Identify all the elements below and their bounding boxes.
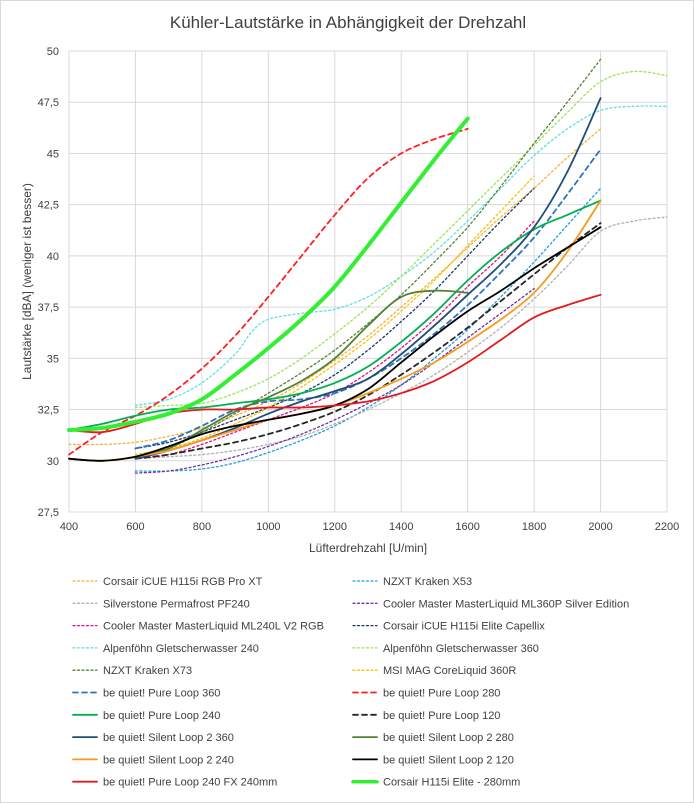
legend-label: be quiet! Silent Loop 2 120 (383, 754, 514, 766)
legend-label: be quiet! Silent Loop 2 240 (103, 754, 234, 766)
series-line-15 (134, 97, 602, 460)
legend-label: Silverstone Permafrost PF240 (103, 598, 250, 610)
legend-label: be quiet! Pure Loop 360 (103, 688, 220, 700)
y-tick-label: 37,5 (38, 302, 59, 314)
legend-label: be quiet! Pure Loop 280 (383, 688, 500, 700)
legend-label: be quiet! Silent Loop 2 360 (103, 732, 234, 744)
y-tick-label: 47,5 (38, 97, 59, 109)
x-tick-label: 1800 (522, 521, 546, 533)
series-line-13 (68, 199, 602, 431)
x-axis-label: Lüfterdrehzahl [U/min] (309, 541, 427, 555)
series-line-7 (134, 105, 668, 407)
legend-label: be quiet! Pure Loop 240 (103, 710, 220, 722)
x-tick-label: 600 (126, 521, 144, 533)
series-line-10 (134, 175, 535, 456)
series-line-1 (68, 128, 602, 446)
x-tick-label: 400 (60, 521, 78, 533)
y-tick-label: 30 (47, 456, 59, 468)
y-tick-label: 27,5 (38, 507, 59, 519)
legend-label: MSI MAG CoreLiquid 360R (383, 665, 516, 677)
series-line-8 (134, 70, 668, 409)
series-line-2 (134, 187, 602, 472)
series-line-9 (134, 58, 602, 458)
legend-label: be quiet! Silent Loop 2 280 (383, 732, 514, 744)
legend-label: NZXT Kraken X53 (383, 576, 472, 588)
legend-label: Corsair iCUE H115i RGB Pro XT (103, 576, 263, 588)
legend-label: Cooler Master MasterLiquid ML240L V2 RGB (103, 621, 324, 633)
legend-label: Alpenföhn Gletscherwasser 360 (383, 643, 539, 655)
y-tick-label: 45 (47, 148, 59, 160)
series-line-4 (134, 288, 535, 474)
legend-label: be quiet! Pure Loop 120 (383, 710, 500, 722)
series-line-5 (134, 220, 535, 460)
y-tick-label: 42,5 (38, 200, 59, 212)
legend-label: be quiet! Pure Loop 240 FX 240mm (103, 777, 277, 789)
legend-label: NZXT Kraken X73 (103, 665, 192, 677)
x-tick-label: 800 (193, 521, 211, 533)
chart-title: Kühler-Lautstärke in Abhängigkeit der Dr… (170, 13, 526, 32)
x-tick-label: 1400 (389, 521, 413, 533)
y-axis-label: Lautstärke [dBA] (weniger ist besser) (20, 183, 34, 380)
legend-label: Corsair H115i Elite - 280mm (383, 777, 520, 789)
y-tick-label: 40 (47, 251, 59, 263)
x-tick-label: 2000 (588, 521, 612, 533)
x-tick-label: 1000 (256, 521, 280, 533)
legend-label: Cooler Master MasterLiquid ML360P Silver… (383, 598, 629, 610)
y-tick-label: 50 (47, 46, 59, 58)
y-tick-label: 32,5 (38, 405, 59, 417)
legend-label: Corsair iCUE H115i Elite Capellix (383, 621, 545, 633)
series-line-20 (67, 116, 470, 432)
legend-label: Alpenföhn Gletscherwasser 240 (103, 643, 259, 655)
x-tick-label: 1600 (455, 521, 479, 533)
x-tick-label: 1200 (323, 521, 347, 533)
x-tick-label: 2200 (655, 521, 679, 533)
y-tick-label: 35 (47, 353, 59, 365)
series-line-14 (134, 222, 602, 460)
series-line-16 (134, 289, 469, 458)
